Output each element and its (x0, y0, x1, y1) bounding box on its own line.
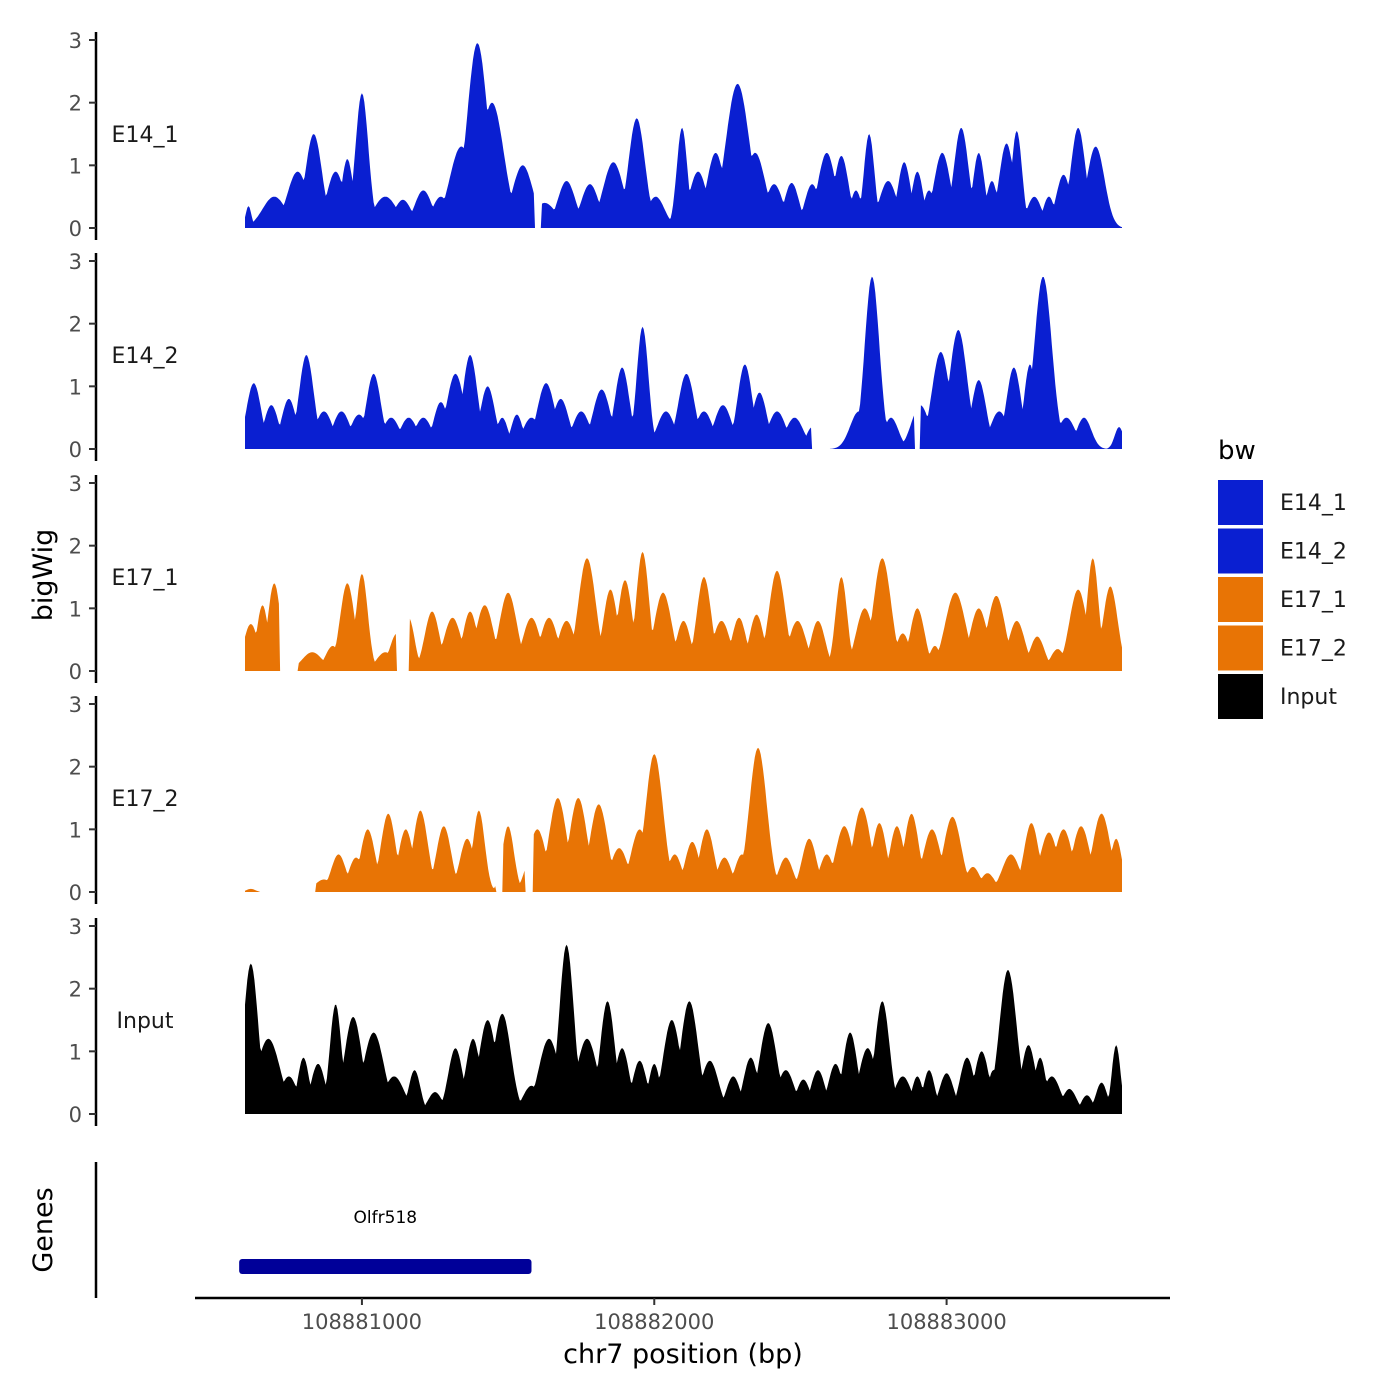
y-tick-label: 3 (69, 915, 82, 939)
gene-body-Olfr518 (239, 1259, 532, 1274)
x-tick-label: 108882000 (594, 1310, 714, 1334)
signal-area-E17_1 (245, 551, 1122, 671)
track-label-E17_1: E17_1 (112, 566, 179, 591)
genes-panel-title: Genes (28, 1187, 59, 1272)
y-tick-label: 3 (69, 693, 82, 717)
legend-title: bw (1218, 436, 1256, 466)
y-tick-label: 1 (69, 1040, 82, 1064)
y-tick-label: 0 (69, 1103, 82, 1127)
y-tick-label: 2 (69, 756, 82, 780)
signal-area-E14_2 (245, 276, 1122, 449)
track-label-E14_2: E14_2 (112, 344, 179, 369)
legend-label-E14_1: E14_1 (1280, 491, 1347, 516)
y-tick-label: 2 (69, 92, 82, 116)
signal-area-E17_2 (245, 747, 1122, 892)
y-tick-label: 1 (69, 597, 82, 621)
y-tick-label: 1 (69, 818, 82, 842)
signal-area-Input (245, 944, 1122, 1114)
legend-label-Input: Input (1280, 685, 1337, 710)
y-tick-label: 2 (69, 978, 82, 1002)
legend-swatch-E17_2 (1218, 625, 1263, 671)
y-tick-label: 1 (69, 375, 82, 399)
track-Input: 0 1 2 3 Input (69, 915, 1122, 1127)
track-label-E14_1: E14_1 (112, 123, 179, 148)
y-tick-label: 0 (69, 881, 82, 905)
track-label-E17_2: E17_2 (112, 787, 179, 812)
y-tick-label: 0 (69, 660, 82, 684)
genes-panel: Genes Olfr518 (28, 1162, 532, 1298)
y-tick-label: 2 (69, 313, 82, 337)
y-tick-label: 0 (69, 438, 82, 462)
x-tick-label: 108883000 (886, 1310, 1006, 1334)
x-axis-title: chr7 position (bp) (563, 1339, 803, 1370)
legend-swatch-E14_1 (1218, 480, 1263, 525)
y-tick-label: 3 (69, 472, 82, 496)
legend: bw E14_1 E14_2 E17_1 E17_2 Input (1218, 436, 1347, 719)
legend-swatch-Input (1218, 674, 1263, 719)
legend-label-E17_1: E17_1 (1280, 588, 1347, 613)
track-E17_1: 0 1 2 3 E17_1 (69, 472, 1122, 684)
track-E14_2: 0 1 2 3 E14_2 (69, 250, 1122, 462)
y-tick-label: 2 (69, 535, 82, 559)
track-E14_1: 0 1 2 3 E14_1 (69, 29, 1122, 241)
y-axis-title: bigWig (28, 529, 59, 622)
track-label-Input: Input (117, 1009, 174, 1034)
y-tick-label: 3 (69, 29, 82, 53)
gene-label-Olfr518: Olfr518 (354, 1208, 418, 1228)
y-tick-label: 3 (69, 250, 82, 274)
tracks-layer: 0 1 2 3 E14_1 0 1 2 3 E14_2 0 1 2 3 E17_1 0 1 2 3 E17_2 0 1 2 3… (69, 29, 1122, 1127)
x-tick-label: 108881000 (302, 1310, 422, 1334)
y-tick-label: 0 (69, 217, 82, 241)
y-tick-label: 1 (69, 154, 82, 178)
track-E17_2: 0 1 2 3 E17_2 (69, 693, 1122, 905)
legend-swatch-E14_2 (1218, 528, 1263, 574)
x-axis: chr7 position (bp) 108881000 108882000 108… (195, 1296, 1170, 1370)
legend-label-E17_2: E17_2 (1280, 637, 1347, 662)
signal-area-E14_1 (245, 43, 1122, 229)
legend-swatch-E17_1 (1218, 577, 1263, 622)
legend-label-E14_2: E14_2 (1280, 540, 1347, 565)
